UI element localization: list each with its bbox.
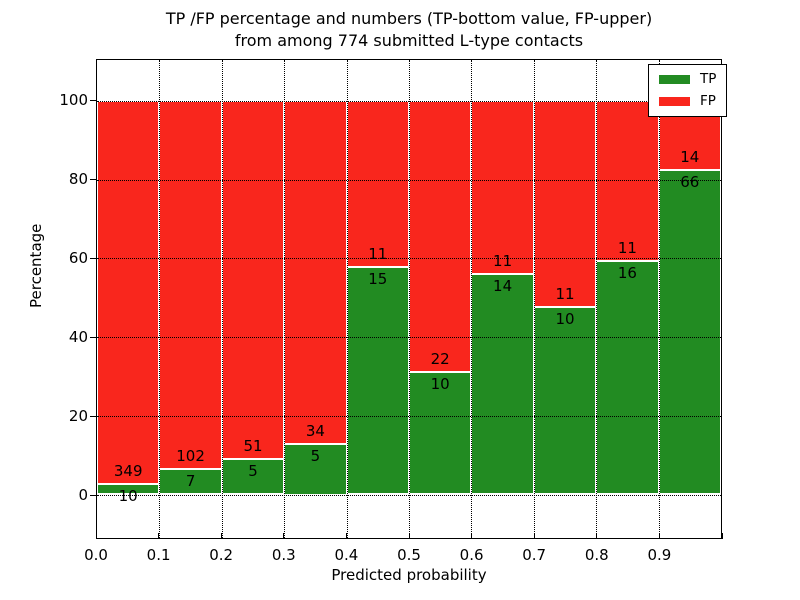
x-tick-label: 0.6: [459, 546, 484, 564]
x-tick-label: 0.5: [397, 546, 421, 564]
fp-count-label: 349: [113, 461, 143, 480]
vertical-gridline: [471, 60, 473, 538]
x-tick-label: 0.1: [146, 546, 171, 564]
x-tick-label: 0.7: [522, 546, 547, 564]
y-tick: [90, 336, 96, 338]
legend-item-fp: FP: [658, 94, 716, 109]
tp-count-label: 10: [555, 310, 575, 329]
x-tick-label: 0.3: [271, 546, 296, 564]
vertical-gridline: [409, 60, 410, 538]
legend-label-tp: TP: [700, 71, 717, 87]
bar-fp-segment: [284, 100, 347, 445]
bar-tp-segment: [346, 267, 409, 495]
x-tick-label: 0.4: [334, 546, 359, 564]
bar-fp-segment: [221, 100, 285, 460]
fp-count-label: 51: [243, 437, 263, 456]
x-tick-label: 0.8: [584, 546, 609, 564]
fp-count-label: 102: [176, 447, 205, 466]
fp-count-label: 11: [555, 285, 575, 304]
x-tick: [721, 533, 723, 539]
fp-count-label: 11: [368, 245, 388, 264]
bar-tp-segment: [658, 169, 721, 495]
x-tick-label: 0.0: [84, 546, 108, 564]
vertical-gridline: [346, 60, 348, 538]
tp-count-label: 10: [430, 374, 450, 393]
bar-fp-segment: [97, 100, 160, 484]
vertical-gridline: [533, 60, 535, 538]
tp-count-label: 7: [185, 472, 196, 491]
chart-title-line1: TP /FP percentage and numbers (TP-bottom…: [165, 9, 653, 28]
vertical-gridline: [658, 60, 660, 538]
y-tick-label: 80: [68, 170, 88, 189]
chart-title: TP /FP percentage and numbers (TP-bottom…: [96, 8, 722, 52]
y-tick: [90, 99, 96, 101]
y-tick: [90, 178, 96, 180]
fp-count-label: 34: [305, 422, 325, 441]
x-tick: [283, 533, 285, 539]
x-tick: [158, 533, 160, 539]
fp-count-label: 14: [680, 147, 700, 166]
y-tick-label: 0: [78, 486, 88, 505]
y-axis-label: Percentage: [27, 223, 45, 308]
bar-fp-segment: [533, 100, 597, 308]
plot-area: 349 10 102 7 51 5 34 5 11 15 22 10 11 14 11 10 11 16 14 66: [96, 59, 722, 539]
vertical-gridline: [284, 60, 286, 538]
bar-tp-segment: [471, 274, 534, 495]
bar-tp-segment: [284, 444, 347, 495]
tp-count-label: 5: [248, 462, 258, 481]
x-tick-label: 0.2: [209, 546, 234, 564]
tp-count-label: 66: [680, 172, 700, 191]
chart-title-line2: from among 774 submitted L-type contacts: [234, 31, 584, 50]
tp-count-label: 10: [118, 486, 138, 505]
bar-tp-segment: [596, 261, 659, 495]
bar-fp-segment: [409, 100, 472, 372]
bar-fp-segment: [346, 100, 409, 268]
bar-fp-segment: [159, 100, 222, 470]
y-tick-label: 20: [68, 407, 88, 426]
fp-count-label: 11: [617, 239, 637, 258]
fp-swatch-icon: [658, 96, 691, 107]
bar-fp-segment: [471, 100, 534, 275]
bar-fp-segment: [596, 100, 659, 262]
y-tick: [90, 257, 96, 259]
x-axis-label: Predicted probability: [331, 566, 487, 584]
tp-swatch-icon: [658, 74, 691, 85]
y-tick: [90, 494, 96, 496]
vertical-gridline: [159, 60, 161, 538]
y-tick-label: 60: [68, 249, 88, 268]
bar-tp-segment: [533, 307, 597, 495]
vertical-gridline: [596, 60, 598, 538]
fp-count-label: 22: [430, 349, 450, 368]
x-tick: [345, 533, 347, 539]
tp-count-label: 15: [368, 270, 388, 289]
tp-count-label: 14: [493, 277, 513, 296]
y-tick-label: 100: [59, 91, 88, 110]
tp-count-label: 16: [617, 264, 637, 283]
legend-label-fp: FP: [700, 93, 716, 109]
x-tick-label: 0.9: [647, 546, 672, 564]
vertical-gridline: [221, 60, 223, 538]
x-tick: [95, 533, 97, 539]
x-tick: [220, 533, 222, 539]
y-tick-label: 40: [68, 328, 88, 347]
y-tick: [90, 415, 96, 417]
bar-tp-segment: [97, 483, 160, 495]
legend: TP FP: [648, 64, 728, 117]
tp-count-label: 5: [310, 447, 321, 466]
bar-tp-segment: [409, 371, 472, 495]
bar-tp-segment: [159, 469, 222, 495]
legend-item-tp: TP: [658, 72, 716, 87]
fp-count-label: 11: [493, 252, 513, 271]
